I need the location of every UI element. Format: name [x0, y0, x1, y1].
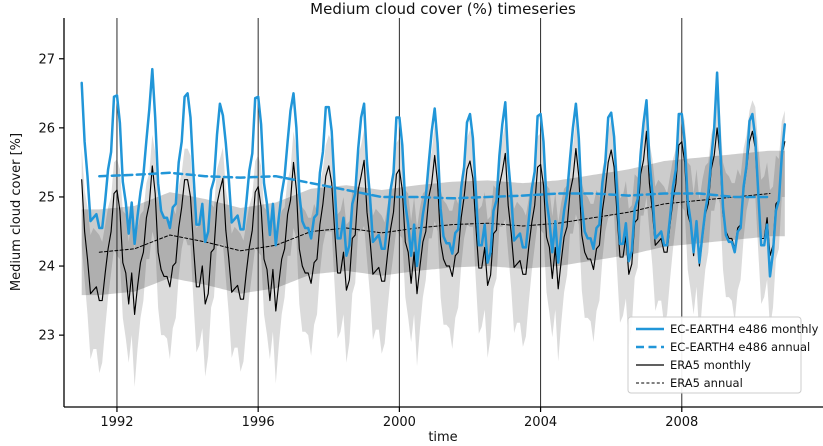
- y-tick-label: 24: [38, 260, 55, 275]
- x-tick-label: 2004: [524, 415, 557, 430]
- legend-label-ec_annual: EC-EARTH4 e486 annual: [670, 340, 810, 354]
- x-tick-label: 1992: [100, 415, 133, 430]
- legend-label-era5_annual: ERA5 annual: [670, 376, 743, 390]
- x-axis-label: time: [428, 430, 457, 445]
- x-tick-label: 2008: [665, 415, 698, 430]
- y-tick-label: 26: [38, 121, 55, 136]
- y-tick-label: 23: [38, 329, 55, 344]
- chart-title: Medium cloud cover (%) timeseries: [310, 0, 576, 18]
- legend-box: [627, 316, 802, 394]
- axes: 1992 1996 2000 2004 2008 23 24 25 26 27: [38, 18, 823, 430]
- uncertainty-bands: [81, 96, 785, 388]
- light-uncertainty-band: [81, 96, 785, 388]
- dark-uncertainty-band: [81, 150, 785, 296]
- x-tick-label: 1996: [242, 415, 275, 430]
- y-tick-label: 25: [38, 190, 55, 205]
- legend-label-ec_monthly: EC-EARTH4 e486 monthly: [670, 322, 819, 336]
- series-line-ec_annual: [98, 171, 772, 200]
- y-axis-label: Medium cloud cover [%]: [9, 133, 24, 291]
- legend-label-era5_monthly: ERA5 monthly: [670, 358, 751, 372]
- series-line-era5_annual: [98, 193, 771, 253]
- x-tick-label: 2000: [383, 415, 416, 430]
- series-line-ec_monthly: [80, 67, 787, 278]
- legend: EC-EARTH4 e486 monthly EC-EARTH4 e486 ann…: [627, 316, 819, 394]
- series-line-era5_monthly: [81, 127, 786, 315]
- y-tick-label: 27: [38, 52, 55, 67]
- data-series: [80, 67, 787, 315]
